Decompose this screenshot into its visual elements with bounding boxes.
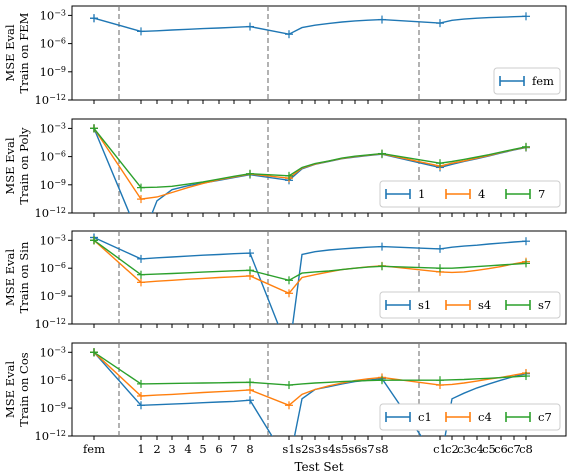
series-line-7 <box>93 127 527 189</box>
series-line-s1 <box>93 236 527 324</box>
series-line-c1 <box>93 351 527 436</box>
series-layer <box>90 348 530 436</box>
legend: 1 4 7 <box>379 180 561 208</box>
legend-label: 4 <box>478 187 485 201</box>
series-line-s4 <box>93 239 527 295</box>
y-tick-label: 10−3 <box>40 233 66 248</box>
x-tick-label: s8 <box>375 442 388 456</box>
x-tick-label: s6 <box>348 442 361 456</box>
x-tick-label: 6 <box>215 442 222 456</box>
x-tick-label: c7 <box>507 442 521 456</box>
series-line-c7 <box>93 351 527 386</box>
x-tick-label: c8 <box>519 442 533 456</box>
x-tick-label: 5 <box>199 442 206 456</box>
x-tick-label: fem <box>83 442 105 456</box>
x-tick-label: c6 <box>494 442 508 456</box>
x-tick-label: 8 <box>246 442 253 456</box>
y-tick-label: 10−6 <box>40 373 66 388</box>
legend-label: 1 <box>418 187 425 201</box>
x-tick-label: s7 <box>361 442 374 456</box>
x-tick-label: c2 <box>445 442 459 456</box>
y-tick-label: 10−3 <box>40 345 66 360</box>
legend-label: 7 <box>538 187 545 201</box>
y-axis-label: MSE EvalTrain on Cos <box>3 352 31 426</box>
x-tick-label: s5 <box>335 442 348 456</box>
plot-frame <box>71 5 567 101</box>
x-tick-label: 1 <box>137 442 144 456</box>
series-line-s7 <box>93 239 527 282</box>
x-tick-label: 2 <box>153 442 160 456</box>
series-line-c4 <box>93 351 527 407</box>
y-tick-label: 10−6 <box>40 36 66 51</box>
legend-label: s4 <box>478 298 491 312</box>
y-tick-label: 10−3 <box>40 8 66 23</box>
x-axis-label: Test Set <box>294 460 343 474</box>
y-tick-label: 10−12 <box>34 317 66 332</box>
x-tick-label: 3 <box>168 442 175 456</box>
y-tick-label: 10−9 <box>40 289 66 304</box>
x-tick-label: 4 <box>184 442 191 456</box>
x-tick-label: s3 <box>308 442 321 456</box>
series-layer <box>90 12 530 39</box>
y-axis-label: MSE EvalTrain on FEM <box>3 12 31 93</box>
legend-label: c4 <box>478 410 492 424</box>
x-tick-label: c3 <box>457 442 471 456</box>
y-tick-label: 10−12 <box>34 206 66 221</box>
x-tick-label: s4 <box>322 442 335 456</box>
y-tick-label: 10−12 <box>34 93 66 108</box>
plot-frame <box>71 118 567 214</box>
y-tick-label: 10−9 <box>40 401 66 416</box>
series-line-fem <box>93 15 527 35</box>
series-layer <box>90 124 530 213</box>
legend-label: fem <box>532 74 554 88</box>
plot-frame <box>71 230 567 325</box>
x-tick-label: s1 <box>282 442 295 456</box>
legend: fem <box>493 67 561 95</box>
y-tick-label: 10−12 <box>34 429 66 444</box>
plot-frame <box>71 342 567 437</box>
y-tick-label: 10−9 <box>40 177 66 192</box>
y-tick-label: 10−9 <box>40 64 66 79</box>
y-tick-label: 10−6 <box>40 149 66 164</box>
y-axis-label: MSE EvalTrain on Sin <box>3 241 31 313</box>
x-tick-label: c1 <box>433 442 447 456</box>
y-axis-label: MSE EvalTrain on Poly <box>3 127 31 205</box>
legend-label: s1 <box>418 298 431 312</box>
legend-label: s7 <box>538 298 551 312</box>
legend-box <box>493 67 561 95</box>
x-tick-label: c4 <box>470 442 484 456</box>
y-tick-label: 10−6 <box>40 261 66 276</box>
x-tick-label: 7 <box>230 442 237 456</box>
x-tick-label: c5 <box>482 442 496 456</box>
legend-label: c7 <box>538 410 552 424</box>
legend: c1 c4 c7 <box>379 403 561 431</box>
legend-label: c1 <box>418 410 432 424</box>
y-tick-label: 10−3 <box>40 121 66 136</box>
series-layer <box>90 233 530 324</box>
legend: s1 s4 s7 <box>379 291 561 319</box>
x-tick-label: s2 <box>295 442 308 456</box>
